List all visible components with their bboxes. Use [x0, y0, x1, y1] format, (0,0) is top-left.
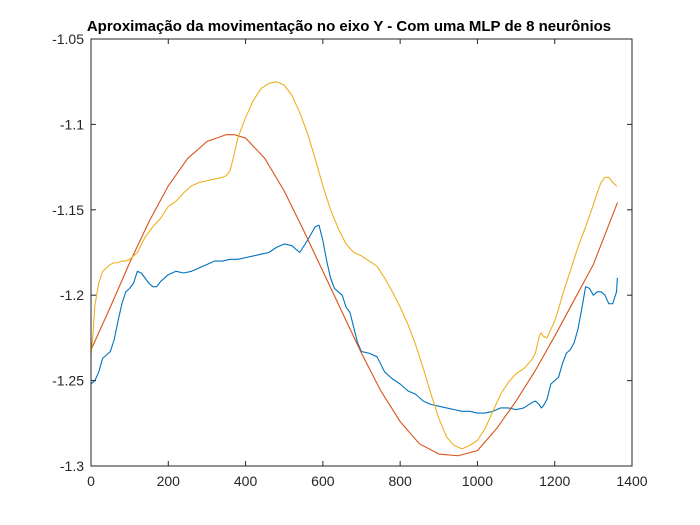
y-tick-label: -1.15 [52, 202, 84, 218]
y-tick-label: -1.1 [60, 116, 84, 132]
x-tick-label: 1400 [616, 473, 647, 489]
y-axis: -1.05 -1.1 -1.15 -1.2 -1.25 -1.3 [52, 31, 632, 474]
x-tick-label: 800 [388, 473, 412, 489]
chart-title: Aproximação da movimentação no eixo Y - … [87, 18, 611, 35]
y-tick-label: -1.3 [60, 458, 84, 474]
x-tick-label: 1200 [539, 473, 570, 489]
x-tick-label: 1000 [462, 473, 493, 489]
axes-box [90, 38, 633, 467]
x-axis: 0 200 400 600 800 1000 1200 1400 [87, 39, 648, 489]
x-tick-label: 400 [234, 473, 258, 489]
series-line-2 [90, 134, 618, 457]
y-tick-label: -1.05 [52, 31, 84, 47]
series-line-1 [90, 224, 618, 414]
x-tick-label: 600 [311, 473, 335, 489]
y-tick-label: -1.25 [52, 373, 84, 389]
x-tick-label: 0 [87, 473, 95, 489]
series-layer [90, 81, 618, 457]
y-tick-label: -1.2 [60, 287, 84, 303]
series-line-3 [90, 81, 618, 450]
x-tick-label: 200 [157, 473, 181, 489]
